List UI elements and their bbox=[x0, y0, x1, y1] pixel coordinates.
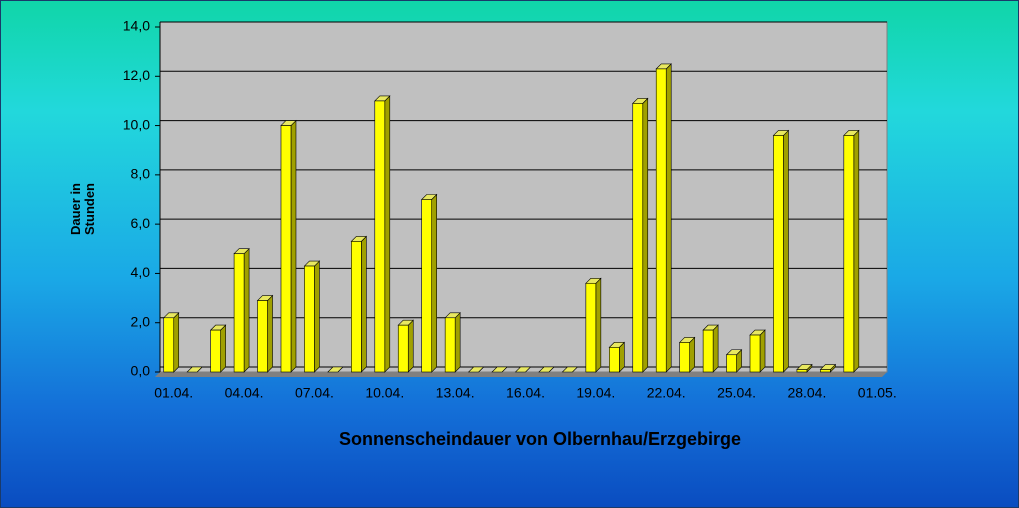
bar bbox=[280, 125, 292, 373]
bar-side bbox=[665, 63, 672, 373]
bar-side bbox=[759, 329, 766, 373]
bar-side bbox=[431, 193, 437, 373]
x-tick-label: 22.04. bbox=[647, 385, 686, 401]
bar-top bbox=[186, 366, 203, 373]
bar bbox=[773, 135, 784, 373]
bar bbox=[796, 369, 808, 373]
bar-side bbox=[689, 336, 695, 373]
bar bbox=[679, 342, 690, 373]
x-tick-label: 01.05. bbox=[858, 385, 897, 401]
x-tick-label: 13.04. bbox=[436, 385, 475, 401]
bar-side bbox=[361, 235, 367, 373]
bar bbox=[843, 135, 855, 373]
bar-top bbox=[327, 366, 344, 373]
bar bbox=[585, 282, 597, 373]
bar bbox=[702, 329, 714, 373]
bar bbox=[233, 253, 245, 373]
bar bbox=[726, 354, 737, 373]
bar-side bbox=[173, 312, 180, 373]
bar bbox=[397, 324, 409, 373]
y-tick-label: 2,0 bbox=[131, 313, 151, 329]
bar-top bbox=[561, 366, 579, 373]
bar-top bbox=[538, 366, 555, 373]
bar bbox=[163, 317, 175, 373]
y-tick-label: 0,0 bbox=[131, 363, 151, 379]
bar bbox=[421, 199, 432, 373]
y-tick-label: 10,0 bbox=[123, 116, 150, 132]
y-tick-label: 4,0 bbox=[131, 264, 151, 280]
x-tick-label: 01.04. bbox=[154, 385, 193, 401]
x-tick-label: 04.04. bbox=[225, 385, 264, 401]
bar bbox=[374, 100, 386, 373]
bar-side bbox=[384, 95, 391, 373]
y-axis-title: Dauer in Stunden bbox=[68, 183, 97, 236]
y-tick-label: 8,0 bbox=[131, 166, 151, 182]
bar-side bbox=[595, 277, 602, 373]
x-tick-label: 10.04. bbox=[365, 385, 404, 401]
y-tick-label: 6,0 bbox=[131, 215, 151, 231]
bar bbox=[351, 241, 362, 373]
x-tick-label: 16.04. bbox=[506, 385, 545, 401]
bar-side bbox=[454, 312, 461, 373]
chart-title: Sonnenscheindauer von Olbernhau/Erzgebir… bbox=[339, 429, 741, 449]
bar-side bbox=[712, 324, 719, 373]
y-tick-label: 14,0 bbox=[123, 18, 150, 34]
bar bbox=[444, 317, 456, 373]
x-tick-label: 07.04. bbox=[295, 385, 334, 401]
bar-side bbox=[783, 129, 789, 373]
bar-side bbox=[220, 324, 226, 373]
x-tick-label: 25.04. bbox=[717, 385, 756, 401]
bar bbox=[632, 103, 644, 373]
bar-top bbox=[514, 366, 532, 373]
bar-top bbox=[491, 366, 508, 373]
y-tick-label: 12,0 bbox=[123, 67, 150, 83]
bar bbox=[257, 300, 268, 373]
bar bbox=[749, 334, 761, 373]
bar bbox=[210, 329, 221, 373]
bar bbox=[655, 68, 667, 373]
bar bbox=[609, 347, 620, 373]
bar-side bbox=[267, 294, 273, 373]
bar-top bbox=[467, 366, 485, 373]
x-tick-label: 28.04. bbox=[787, 385, 826, 401]
plot-floor bbox=[155, 372, 887, 377]
bar-side bbox=[407, 319, 414, 373]
bar-side bbox=[243, 247, 250, 373]
bar-side bbox=[290, 119, 297, 373]
bar bbox=[304, 265, 315, 373]
bar-side bbox=[642, 97, 649, 373]
bar bbox=[820, 369, 831, 373]
bar-side bbox=[314, 260, 320, 373]
x-tick-label: 19.04. bbox=[576, 385, 615, 401]
bar-side bbox=[853, 129, 860, 373]
